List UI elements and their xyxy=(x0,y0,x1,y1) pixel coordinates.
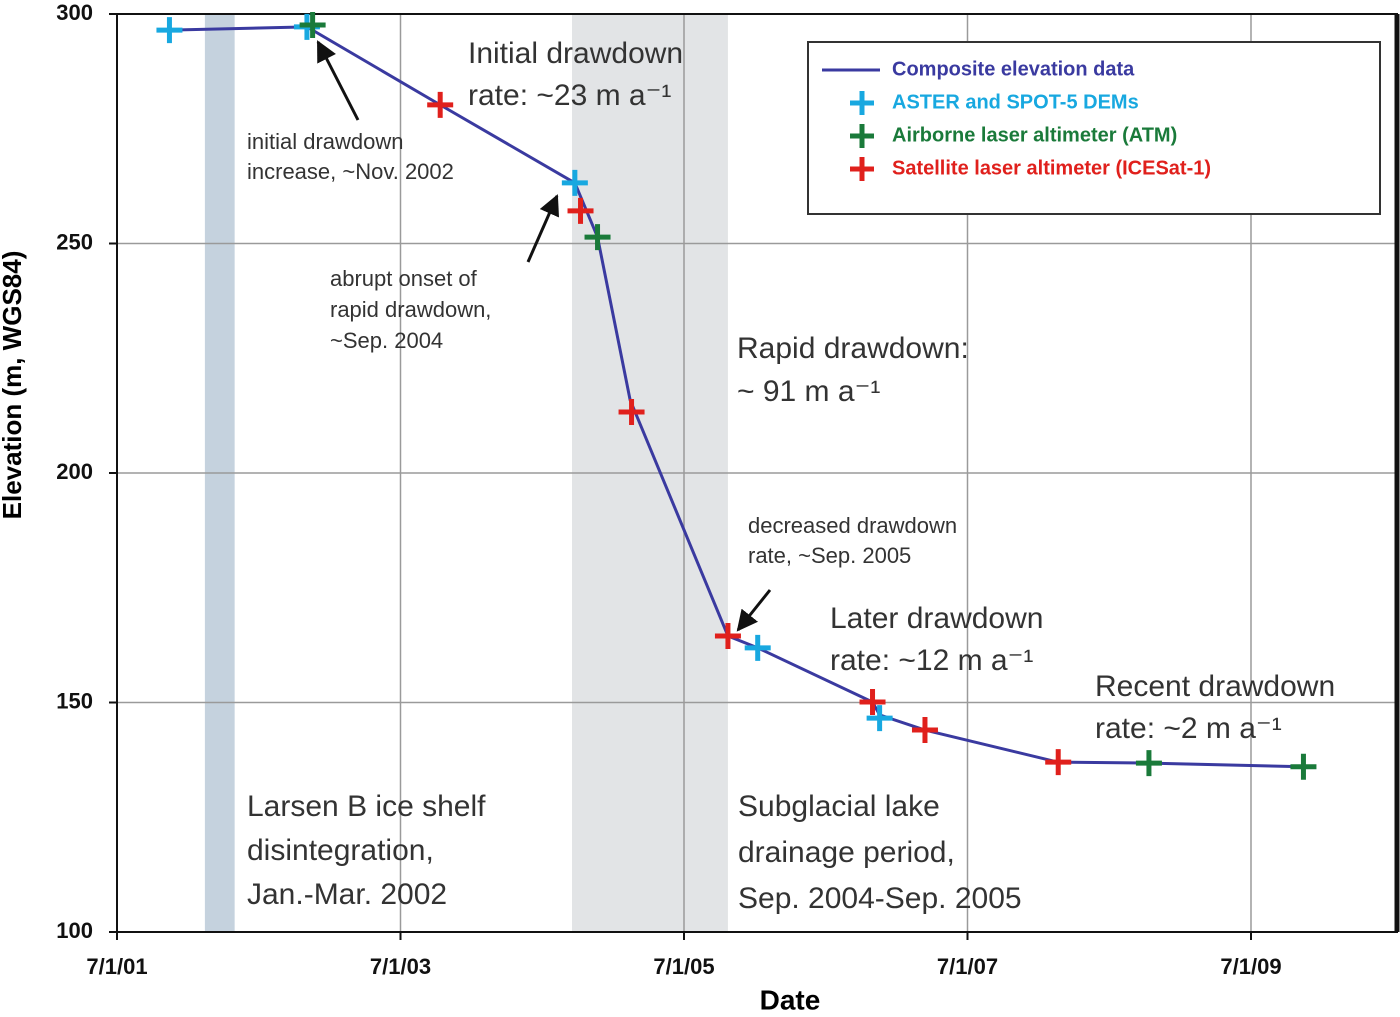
plus-marker xyxy=(567,197,594,224)
annotation: rate: ~23 m a⁻¹ xyxy=(468,79,671,112)
x-tick-label: 7/1/05 xyxy=(653,954,714,979)
plus-marker xyxy=(714,622,741,649)
annotation: Rapid drawdown: xyxy=(737,332,969,365)
y-axis-label: Elevation (m, WGS84) xyxy=(0,251,27,520)
annotation: Sep. 2004-Sep. 2005 xyxy=(738,882,1022,915)
plus-marker xyxy=(1045,749,1072,776)
annotation: Later drawdown xyxy=(830,602,1043,635)
annotation-arrow xyxy=(736,589,772,632)
annotation: increase, ~Nov. 2002 xyxy=(247,159,454,184)
annotation: drainage period, xyxy=(738,836,955,869)
plus-marker xyxy=(866,705,893,732)
x-tick-label: 7/1/09 xyxy=(1220,954,1281,979)
y-tick-label: 250 xyxy=(56,229,93,254)
annotation: rate, ~Sep. 2005 xyxy=(748,543,911,568)
plus-marker xyxy=(1135,750,1162,777)
annotation-arrow xyxy=(526,194,560,263)
annotation: rate: ~12 m a⁻¹ xyxy=(830,644,1033,677)
legend-symbol xyxy=(850,91,874,115)
plus-marker xyxy=(427,91,454,118)
plus-marker xyxy=(299,12,326,39)
y-tick-label: 200 xyxy=(56,459,93,484)
y-tick-label: 100 xyxy=(56,918,93,943)
x-tick-label: 7/1/03 xyxy=(370,954,431,979)
plus-marker xyxy=(156,17,183,44)
legend-label: Satellite laser altimeter (ICESat-1) xyxy=(892,157,1211,179)
plus-marker xyxy=(1290,753,1317,780)
plus-marker xyxy=(618,398,645,425)
y-tick-label: 300 xyxy=(56,0,93,25)
annotation: Larsen B ice shelf xyxy=(247,790,486,823)
annotation: Jan.-Mar. 2002 xyxy=(247,878,447,911)
x-axis-label: Date xyxy=(760,984,821,1015)
y-tick-label: 150 xyxy=(56,688,93,713)
legend-box xyxy=(807,41,1381,215)
x-tick-label: 7/1/01 xyxy=(86,954,147,979)
plus-marker xyxy=(744,634,771,661)
annotation: Recent drawdown xyxy=(1095,670,1335,703)
annotation: rate: ~2 m a⁻¹ xyxy=(1095,712,1282,745)
annotation: disintegration, xyxy=(247,834,434,867)
legend-label: Composite elevation data xyxy=(892,58,1135,80)
plus-marker xyxy=(859,689,886,716)
plus-marker xyxy=(561,169,588,196)
annotation: Subglacial lake xyxy=(738,790,940,823)
composite-line xyxy=(169,25,1304,769)
legend-label: ASTER and SPOT-5 DEMs xyxy=(892,91,1139,113)
annotation-arrow xyxy=(316,40,360,121)
legend-symbol xyxy=(850,157,874,181)
annotation: decreased drawdown xyxy=(748,513,957,538)
annotation: abrupt onset of xyxy=(330,266,478,291)
x-tick-label: 7/1/07 xyxy=(937,954,998,979)
annotation: ~ 91 m a⁻¹ xyxy=(737,375,880,408)
annotation: initial drawdown xyxy=(247,129,404,154)
annotation: rapid drawdown, xyxy=(330,297,491,322)
plus-marker xyxy=(584,224,611,251)
plus-marker xyxy=(911,717,938,744)
annotation: ~Sep. 2004 xyxy=(330,328,443,353)
legend-label: Airborne laser altimeter (ATM) xyxy=(892,124,1177,146)
legend-symbol xyxy=(850,124,874,148)
annotation: Initial drawdown xyxy=(468,37,683,70)
